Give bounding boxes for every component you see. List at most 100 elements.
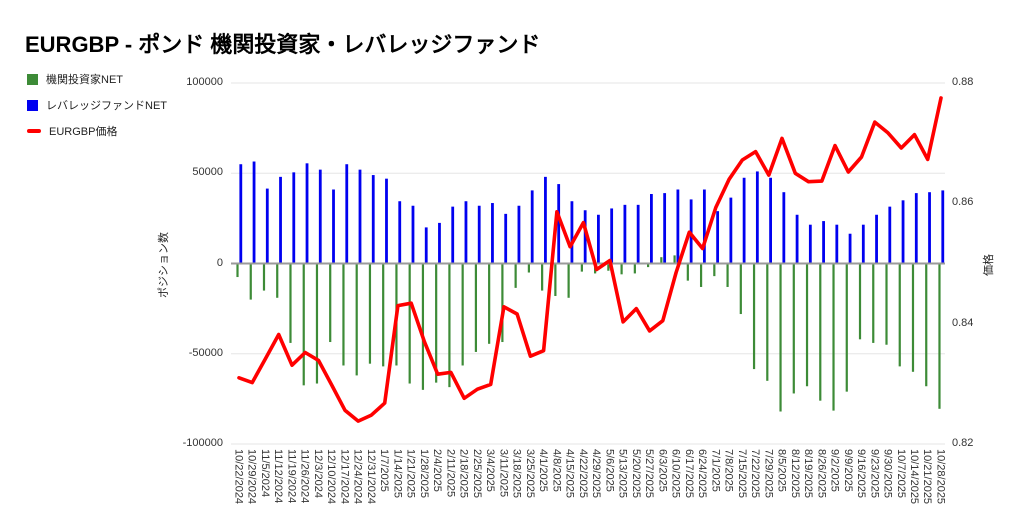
legend-item-label: EURGBP価格 [49, 126, 118, 138]
bar-leveraged-net [279, 176, 282, 264]
x-tick-label: 9/23/2025 [868, 449, 881, 498]
x-tick-label: 3/4/2025 [484, 449, 497, 492]
bar-institutional-net [792, 263, 795, 394]
bar-institutional-net [898, 263, 901, 367]
x-tick-label: 9/30/2025 [881, 449, 894, 498]
bar-institutional-net [329, 263, 332, 343]
bar-leveraged-net [252, 161, 256, 264]
y-tick-label-right: 0.82 [952, 437, 974, 449]
bar-leveraged-net [623, 204, 627, 264]
x-tick-label: 3/18/2025 [510, 449, 523, 498]
bar-institutional-net [699, 263, 703, 287]
bar-institutional-net [461, 263, 464, 366]
bar-leveraged-net [424, 227, 428, 264]
bar-institutional-net [527, 263, 530, 273]
x-tick-label: 4/8/2025 [550, 449, 563, 492]
x-tick-label: 11/19/2024 [285, 449, 298, 504]
legend-item-label: 機関投資家NET [46, 74, 123, 86]
bar-institutional-net [633, 263, 636, 274]
line-swatch-icon [27, 129, 41, 133]
bar-leveraged-net [888, 206, 892, 264]
bar-leveraged-net [398, 201, 402, 264]
bar-leveraged-net [557, 184, 561, 264]
x-tick-label: 2/4/2025 [431, 449, 444, 492]
y-tick-label-left: 100000 [186, 76, 223, 88]
x-tick-label: 8/12/2025 [788, 449, 801, 498]
x-tick-label: 12/10/2024 [325, 449, 338, 505]
y-tick-label-left: -50000 [188, 346, 223, 359]
bar-leveraged-net [928, 192, 931, 264]
page-title: EURGBP - ポンド 機関投資家・レバレッジファンド [25, 32, 541, 57]
bar-leveraged-net [345, 164, 349, 264]
x-tick-label: 3/11/2025 [497, 449, 510, 498]
bar-leveraged-net [901, 200, 905, 264]
bar-leveraged-net [597, 214, 600, 264]
x-tick-label: 9/2/2025 [828, 449, 841, 492]
bar-leveraged-net [755, 171, 759, 264]
x-tick-label: 6/24/2025 [696, 449, 709, 498]
bar-institutional-net [262, 263, 266, 291]
bar-leveraged-net [318, 169, 322, 264]
bar-leveraged-net [610, 208, 614, 264]
bar-institutional-net [554, 263, 557, 296]
bar-institutional-net [885, 263, 888, 345]
square-swatch-icon [27, 99, 38, 111]
x-tick-label: 8/26/2025 [815, 449, 828, 498]
bar-institutional-net [686, 263, 689, 281]
bar-institutional-net [925, 263, 928, 387]
x-tick-label: 10/29/2024 [245, 449, 258, 505]
x-tick-label: 5/20/2025 [629, 449, 642, 498]
bar-institutional-net [911, 263, 915, 372]
bar-institutional-net [501, 263, 504, 343]
bar-leveraged-net [265, 188, 269, 264]
bar-leveraged-net [689, 199, 693, 264]
bar-leveraged-net [504, 213, 508, 264]
bar-institutional-net [421, 263, 425, 390]
bar-institutional-net [647, 263, 650, 268]
y-tick-label-left: 0 [216, 256, 223, 269]
bar-leveraged-net [292, 172, 296, 264]
bar-leveraged-net [438, 222, 441, 264]
x-tick-label: 2/11/2025 [444, 449, 457, 498]
bar-institutional-net [474, 263, 478, 352]
bar-institutional-net [249, 263, 252, 300]
bar-institutional-net [315, 263, 319, 384]
bar-leveraged-net [729, 197, 733, 264]
x-tick-label: 12/24/2024 [351, 449, 364, 505]
bar-institutional-net [673, 255, 676, 264]
x-tick-label: 9/9/2025 [841, 449, 854, 492]
bar-leveraged-net [305, 163, 309, 264]
y-tick-label-left: -100000 [182, 437, 223, 449]
bar-leveraged-net [385, 178, 388, 264]
x-tick-label: 11/12/2024 [272, 449, 285, 504]
bar-institutional-net [779, 263, 782, 412]
y-tick-label-right: 0.86 [952, 196, 974, 209]
bar-institutional-net [408, 263, 411, 384]
x-tick-label: 10/14/2025 [907, 449, 920, 505]
price-line [237, 96, 943, 423]
x-tick-label: 1/7/2025 [378, 449, 391, 492]
bar-institutional-net [805, 263, 809, 387]
x-tick-label: 12/17/2024 [338, 449, 351, 505]
bar-institutional-net [567, 263, 570, 298]
bar-leveraged-net [650, 194, 653, 264]
y-tick-label-left: 50000 [192, 166, 223, 179]
bar-institutional-net [355, 263, 358, 376]
bar-leveraged-net [769, 177, 772, 264]
x-tick-label: 6/17/2025 [682, 449, 695, 498]
x-tick-label: 12/3/2024 [311, 449, 324, 498]
square-swatch-icon [27, 73, 38, 85]
x-tick-label: 7/22/2025 [749, 449, 762, 498]
bar-leveraged-net [477, 205, 481, 264]
x-tick-label: 4/1/2025 [537, 449, 550, 492]
bar-leveraged-net [822, 221, 825, 264]
bar-institutional-net [488, 263, 491, 344]
x-tick-label: 4/29/2025 [590, 449, 603, 498]
x-tick-label: 6/10/2025 [669, 449, 682, 498]
bar-leveraged-net [848, 233, 852, 264]
bar-institutional-net [607, 263, 610, 271]
bar-leveraged-net [464, 201, 468, 264]
x-tick-label: 1/21/2025 [404, 449, 417, 498]
x-tick-label: 8/19/2025 [802, 449, 815, 498]
